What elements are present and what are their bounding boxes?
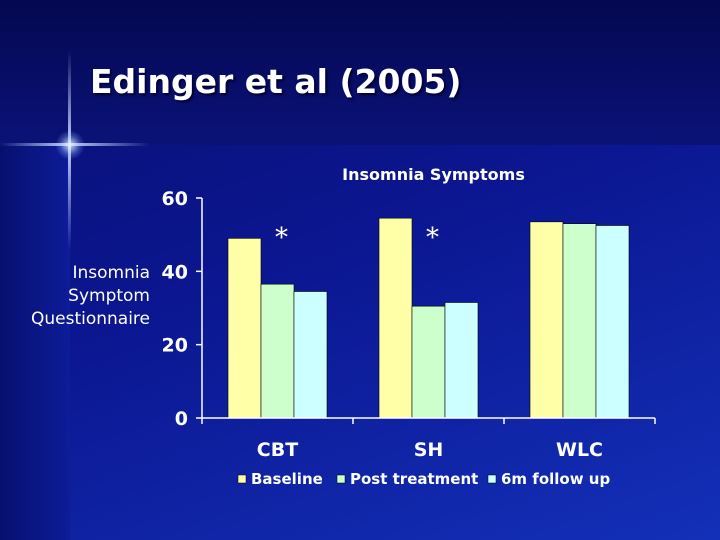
bar-wlc-6m-follow-up xyxy=(595,225,630,419)
y-axis-side-label: Insomnia Symptom Questionnaire xyxy=(0,262,150,331)
x-tick-label-cbt: CBT xyxy=(257,439,298,461)
bar-cbt-post-treatment xyxy=(260,283,295,419)
bar-cbt-6m-follow-up xyxy=(293,291,328,419)
y-label-line-1: Insomnia xyxy=(72,263,150,283)
bar-wlc-post-treatment xyxy=(562,223,597,419)
bar-sh-6m-follow-up xyxy=(444,302,479,419)
y-label-line-3: Questionnaire xyxy=(30,309,150,329)
title-band xyxy=(0,0,720,145)
x-tick-label-wlc: WLC xyxy=(556,439,603,461)
y-tick-label-60: 60 xyxy=(162,188,188,210)
bar-sh-post-treatment xyxy=(411,305,446,419)
bar-wlc-baseline xyxy=(529,221,564,419)
bar-sh-baseline xyxy=(378,217,413,419)
legend-label-1: Post treatment xyxy=(350,470,478,488)
y-tick-label-20: 20 xyxy=(162,335,188,357)
y-label-line-2: Symptom xyxy=(68,286,150,306)
annotation-asterisk-sh: * xyxy=(426,223,439,253)
legend-label-2: 6m follow up xyxy=(501,470,610,488)
legend-swatch-2 xyxy=(487,474,497,484)
legend-swatch-0 xyxy=(237,474,247,484)
y-tick-label-40: 40 xyxy=(162,261,188,283)
slide-title: Edinger et al (2005) xyxy=(90,62,462,101)
chart-title: Insomnia Symptoms xyxy=(342,165,525,184)
y-tick-label-0: 0 xyxy=(175,408,188,430)
flare-glow xyxy=(55,130,85,160)
bar-cbt-baseline xyxy=(227,238,262,419)
legend-swatch-1 xyxy=(336,474,346,484)
left-band xyxy=(0,145,70,540)
annotation-asterisk-cbt: * xyxy=(275,223,288,253)
x-tick-label-sh: SH xyxy=(414,439,444,461)
legend-label-0: Baseline xyxy=(251,470,323,488)
